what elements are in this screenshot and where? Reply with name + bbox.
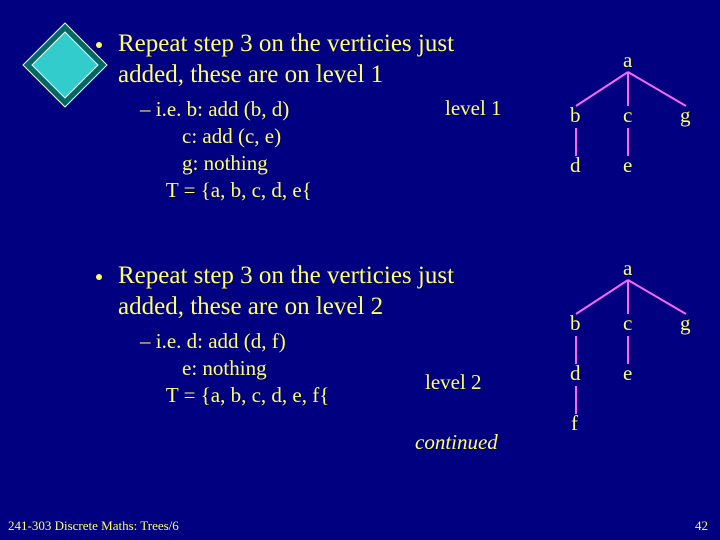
tree-2: a b c g d e f (540, 256, 710, 476)
bullet-2-sub: – i.e. d: add (d, f) e: nothing T = {a, … (140, 328, 329, 409)
bullet-2-text: Repeat step 3 on the verticies just adde… (118, 260, 454, 323)
tree1-g: g (680, 103, 691, 128)
continued-label: continued (415, 430, 498, 455)
bullet-1-text: Repeat step 3 on the verticies just adde… (118, 28, 454, 91)
level1-label: level 1 (445, 96, 502, 121)
bullet-dot (96, 42, 102, 48)
tree1-d: d (570, 153, 581, 178)
footer-left: 241-303 Discrete Maths: Trees/6 (8, 518, 179, 534)
tree2-d: d (570, 361, 581, 386)
tree1-a: a (623, 48, 632, 73)
tree2-f: f (571, 411, 578, 436)
tree2-g: g (680, 311, 691, 336)
tree2-a: a (623, 256, 632, 281)
level2-label: level 2 (425, 370, 482, 395)
tree2-e: e (623, 361, 632, 386)
tree2-c: c (623, 311, 632, 336)
bullet-dot (96, 274, 102, 280)
footer-right: 42 (695, 518, 708, 534)
bullet-1: Repeat step 3 on the verticies just adde… (96, 28, 526, 91)
tree-1: a b c g d e (540, 48, 710, 218)
tree1-b: b (570, 103, 581, 128)
bullet-1-sub: – i.e. b: add (b, d) c: add (c, e) g: no… (140, 96, 312, 204)
tree1-e: e (623, 153, 632, 178)
tree-1-edges (540, 48, 710, 218)
tree1-c: c (623, 103, 632, 128)
tree2-b: b (570, 311, 581, 336)
bullet-2: Repeat step 3 on the verticies just adde… (96, 260, 526, 323)
